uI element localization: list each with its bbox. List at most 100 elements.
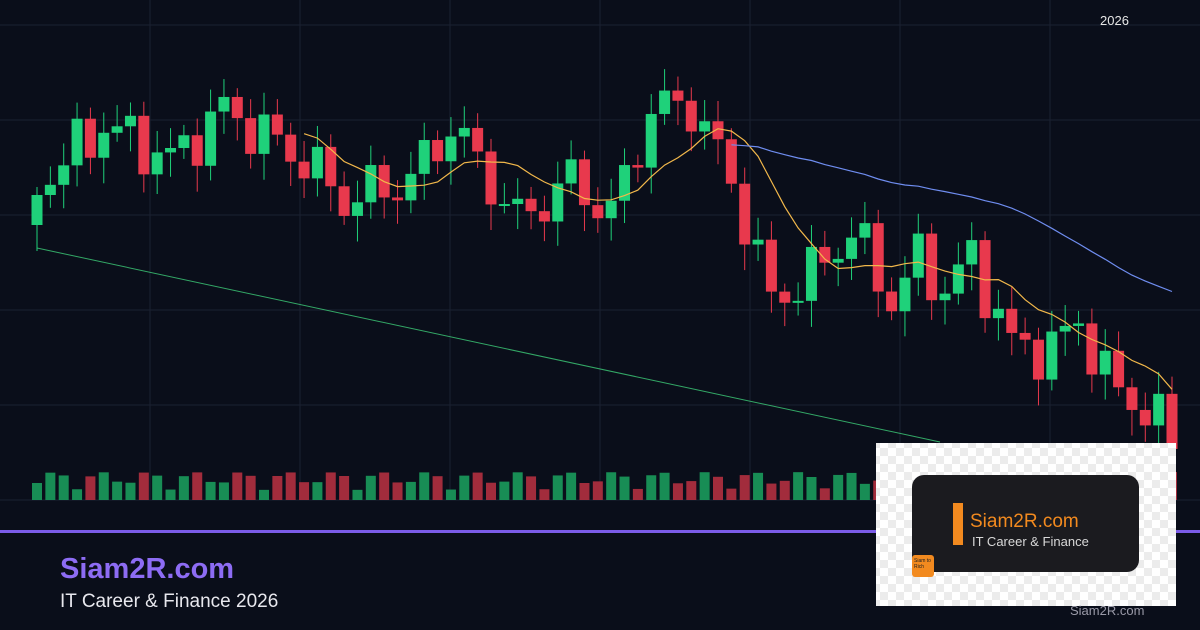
volume-bar bbox=[152, 475, 163, 500]
candle-body bbox=[592, 205, 604, 219]
volume-bar bbox=[45, 472, 56, 500]
candle-body bbox=[966, 240, 978, 265]
candle-body bbox=[859, 223, 871, 238]
moving-average bbox=[731, 144, 1173, 293]
candle-body bbox=[578, 159, 590, 206]
volume-bar bbox=[445, 489, 456, 500]
volume-bar bbox=[779, 480, 790, 500]
candle-body bbox=[1126, 387, 1138, 410]
candle-body bbox=[258, 114, 270, 154]
volume-bar bbox=[632, 488, 643, 500]
candle-body bbox=[165, 147, 177, 153]
logo-badge-text: Siam to Rich bbox=[914, 558, 931, 570]
candle-body bbox=[632, 165, 644, 168]
volume-bar bbox=[726, 488, 737, 500]
candle-body bbox=[552, 183, 564, 222]
candle-body bbox=[151, 152, 163, 175]
candle-body bbox=[912, 233, 924, 278]
volume-bar bbox=[112, 481, 123, 500]
volume-bar bbox=[432, 476, 443, 500]
candle-body bbox=[1139, 409, 1151, 426]
candle-body bbox=[111, 126, 123, 133]
volume-bar bbox=[72, 489, 83, 500]
candle-body bbox=[699, 121, 711, 132]
volume-bar bbox=[325, 472, 336, 500]
candle-body bbox=[1019, 332, 1031, 340]
volume-bar bbox=[285, 472, 296, 500]
candle-body bbox=[1073, 323, 1085, 326]
candle-body bbox=[178, 135, 190, 148]
candle-body bbox=[485, 151, 497, 205]
volume-bar bbox=[833, 474, 844, 500]
volume-bar bbox=[793, 472, 804, 500]
logo: Siam2R.com IT Career & Finance Siam to R… bbox=[876, 443, 1176, 606]
candle-body bbox=[298, 161, 310, 179]
volume-bar bbox=[566, 472, 577, 500]
volume-bar bbox=[512, 472, 523, 500]
candle-body bbox=[619, 165, 631, 201]
candle-body bbox=[792, 300, 804, 303]
volume-bar bbox=[713, 476, 723, 500]
volume-bar bbox=[766, 483, 777, 500]
candle-body bbox=[1153, 393, 1165, 426]
volume-bar bbox=[472, 472, 483, 500]
candle-body bbox=[886, 291, 898, 312]
candle-body bbox=[338, 186, 350, 216]
logo-card bbox=[912, 475, 1139, 572]
volume-bar bbox=[846, 472, 857, 500]
candle-body bbox=[405, 173, 417, 201]
candle-body bbox=[392, 197, 404, 201]
candle-body bbox=[1032, 339, 1044, 380]
volume-bar bbox=[165, 489, 176, 500]
volume-bar bbox=[606, 472, 617, 500]
candle-body bbox=[872, 223, 884, 292]
candle-body bbox=[138, 115, 150, 175]
candle-body bbox=[458, 127, 470, 137]
candle-body bbox=[325, 146, 337, 187]
volume-bar bbox=[178, 476, 189, 500]
volume-bar bbox=[646, 475, 657, 500]
logo-bar bbox=[953, 503, 963, 545]
logo-tagline: IT Career & Finance bbox=[972, 534, 1089, 549]
candle-body bbox=[605, 200, 617, 219]
volume-bar bbox=[459, 475, 470, 500]
volume-bar bbox=[32, 482, 42, 500]
candle-body bbox=[779, 291, 791, 303]
volume-bar bbox=[205, 481, 216, 500]
volume-bar bbox=[579, 483, 590, 500]
volume-bar bbox=[819, 488, 830, 500]
candle-body bbox=[538, 211, 550, 222]
candle-body bbox=[659, 90, 671, 114]
candle-body bbox=[271, 114, 283, 135]
volume-bar bbox=[539, 489, 550, 500]
candle-body bbox=[565, 159, 577, 184]
volume-bar bbox=[232, 472, 243, 500]
volume-bar bbox=[526, 476, 537, 500]
candle-body bbox=[645, 113, 657, 168]
logo-badge-text-box: Siam to Rich bbox=[914, 558, 931, 570]
candle-body bbox=[205, 111, 217, 166]
candle-body bbox=[445, 136, 457, 162]
candle-body bbox=[1059, 325, 1071, 332]
candle-body bbox=[805, 246, 817, 301]
volume-bar bbox=[125, 482, 136, 500]
volume-bar bbox=[405, 481, 416, 500]
candle-body bbox=[498, 204, 510, 207]
candle-body bbox=[44, 184, 56, 195]
candle-body bbox=[512, 198, 524, 205]
moving-average bbox=[303, 128, 1173, 390]
candle-body bbox=[1099, 350, 1111, 375]
candle-body bbox=[899, 277, 911, 312]
volume-bar bbox=[419, 472, 430, 500]
candle-body bbox=[365, 165, 377, 203]
candle-body bbox=[765, 239, 777, 292]
candle-body bbox=[725, 139, 737, 184]
candle-body bbox=[245, 118, 257, 154]
candle-body bbox=[231, 96, 243, 119]
candle-body bbox=[712, 121, 724, 140]
candle-body bbox=[124, 115, 136, 127]
volume-bar bbox=[85, 476, 96, 500]
volume-bar bbox=[672, 483, 683, 500]
volume-bar bbox=[379, 472, 390, 500]
